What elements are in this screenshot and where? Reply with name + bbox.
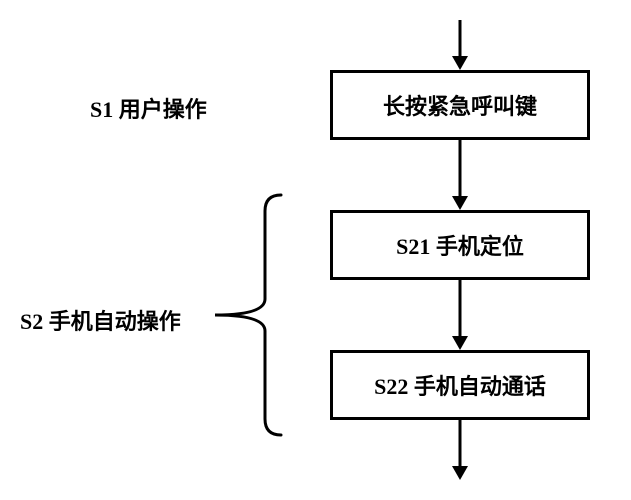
- node-phone-locate-text: S21 手机定位: [396, 229, 524, 261]
- label-s2: S2 手机自动操作: [20, 304, 181, 336]
- node-long-press: 长按紧急呼叫键: [330, 70, 590, 140]
- label-s2-text: S2 手机自动操作: [20, 309, 181, 334]
- node-long-press-text: 长按紧急呼叫键: [383, 89, 537, 121]
- node-phone-locate: S21 手机定位: [330, 210, 590, 280]
- flowchart-canvas: 长按紧急呼叫键 S21 手机定位 S22 手机自动通话 S1 用户操作 S2 手…: [0, 0, 631, 500]
- node-auto-call-text: S22 手机自动通话: [374, 369, 546, 401]
- label-s1-text: S1 用户操作: [90, 97, 207, 122]
- label-s1: S1 用户操作: [90, 92, 207, 124]
- node-auto-call: S22 手机自动通话: [330, 350, 590, 420]
